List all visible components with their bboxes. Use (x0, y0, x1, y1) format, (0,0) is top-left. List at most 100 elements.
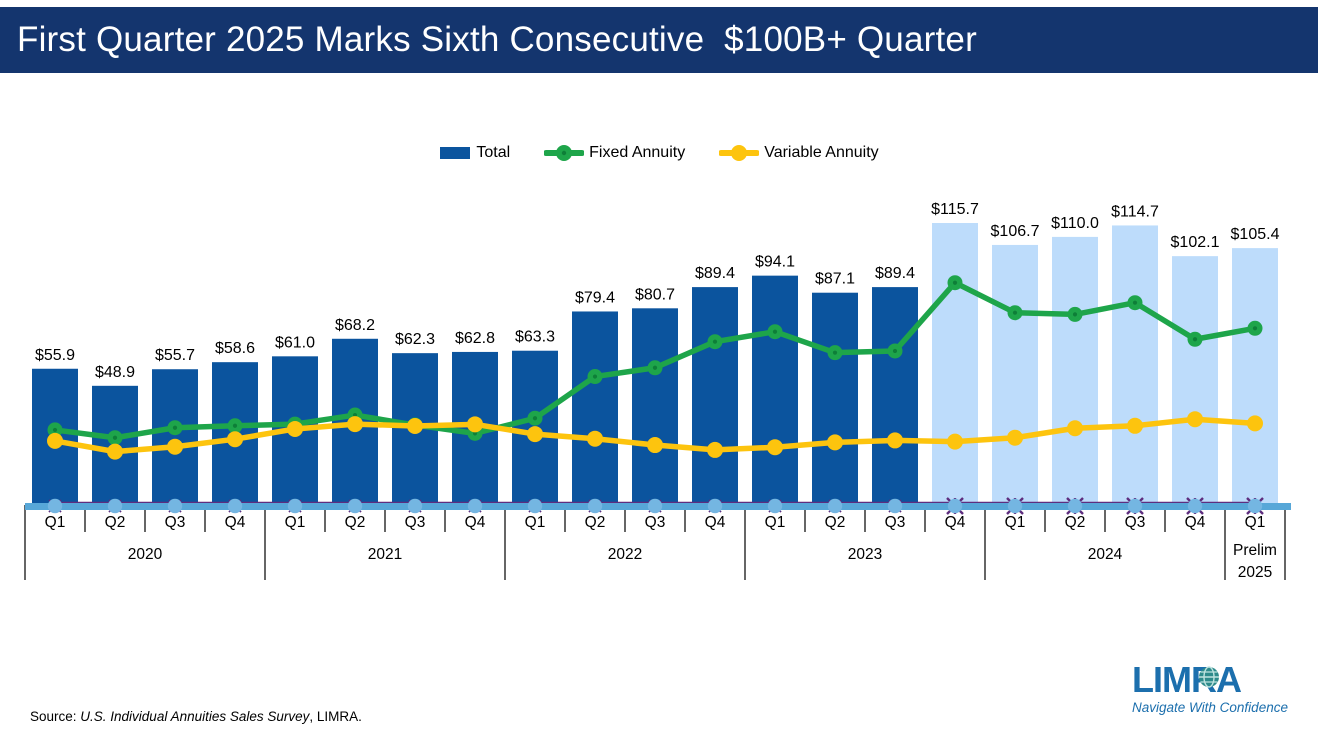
near-zero-marker (1127, 498, 1143, 514)
x-axis-quarter-label: Q4 (465, 514, 486, 531)
legend-label-variable-annuity: Variable Annuity (764, 144, 879, 161)
x-axis-quarter-label: Q4 (945, 514, 966, 531)
fixed-annuity-marker-center (1072, 312, 1078, 317)
variable-annuity-marker (647, 437, 663, 454)
x-axis-quarter-label: Q4 (1185, 514, 1206, 531)
total-bar (152, 369, 198, 505)
x-axis-quarter-label: Q4 (705, 514, 726, 531)
near-zero-marker (1187, 498, 1203, 514)
variable-annuity-marker (887, 432, 903, 449)
x-axis-quarter-label: Q2 (345, 514, 366, 531)
limra-tagline: Navigate With Confidence (1132, 700, 1288, 715)
fixed-annuity-marker-center (532, 416, 538, 421)
bar-value-label: $48.9 (95, 364, 135, 381)
bar-value-label: $80.7 (635, 286, 675, 303)
x-axis-quarter-label: Q3 (1125, 514, 1146, 531)
total-bar (572, 311, 618, 505)
total-bar (1112, 225, 1158, 505)
fixed-annuity-marker-center (952, 280, 958, 285)
near-zero-marker (107, 498, 123, 514)
total-bar (932, 223, 978, 505)
variable-annuity-marker (1247, 415, 1263, 432)
legend-item-variable-annuity: Variable Annuity (719, 143, 879, 163)
bar-value-label: $55.9 (35, 347, 75, 364)
near-zero-marker (1007, 498, 1023, 514)
bar-value-label: $68.2 (335, 317, 375, 334)
x-axis-quarter-label: Q1 (1245, 514, 1266, 531)
bar-value-label: $61.0 (275, 334, 315, 351)
fixed-annuity-marker-center (112, 435, 118, 440)
fixed-annuity-marker-center (712, 339, 718, 344)
x-axis-year-label: 2023 (848, 546, 882, 563)
source-suffix: , LIMRA. (309, 709, 362, 724)
near-zero-marker (827, 498, 843, 514)
fixed-annuity-marker-center (652, 365, 658, 370)
fixed-annuity-marker-center (172, 425, 178, 430)
bar-value-label: $94.1 (755, 254, 795, 271)
legend-item-fixed-annuity: Fixed Annuity (544, 143, 685, 163)
fixed-annuity-marker-center (892, 348, 898, 354)
fixed-annuity-marker-center (52, 427, 58, 433)
x-axis-quarter-label: Q1 (765, 514, 786, 531)
globe-icon (1199, 666, 1219, 688)
variable-annuity-marker (167, 438, 183, 455)
source-note: Source: U.S. Individual Annuities Sales … (30, 709, 362, 724)
x-axis-year-label: 2021 (368, 546, 402, 563)
page-title: First Quarter 2025 Marks Sixth Consecuti… (17, 20, 977, 59)
annuity-sales-chart: $55.9 $48.9 $55.7 $58.6 $61.0 $68.2 $62.3 $62.8… (24, 201, 1291, 581)
x-axis-year-label: 2020 (128, 546, 163, 563)
x-axis-quarter-label: Q4 (225, 514, 246, 531)
x-axis-quarter-label: Q3 (405, 514, 426, 531)
bar-value-label: $110.0 (1051, 215, 1099, 232)
total-bar (752, 275, 798, 505)
legend-fixed-line-icon (544, 145, 585, 161)
x-axis-quarter-label: Q1 (1005, 514, 1026, 531)
total-bar (1232, 248, 1278, 505)
total-bar (872, 287, 918, 505)
near-zero-marker (1247, 498, 1263, 514)
limra-logo: LIMRA Navigate With Confidence (1132, 659, 1302, 716)
x-axis-quarter-label: Q3 (885, 514, 906, 531)
fixed-annuity-marker-center (832, 350, 838, 355)
near-zero-marker (347, 498, 363, 514)
legend-variable-line-icon (719, 145, 760, 161)
near-zero-marker (1067, 498, 1083, 514)
variable-annuity-marker (1007, 429, 1023, 446)
bar-value-label: $87.1 (815, 271, 855, 288)
source-survey-name: U.S. Individual Annuities Sales Survey (80, 709, 310, 724)
bar-value-label: $58.6 (215, 340, 255, 357)
bar-value-label: $89.4 (695, 265, 735, 282)
near-zero-marker (587, 498, 603, 514)
fixed-annuity-marker-center (352, 412, 358, 418)
legend-label-fixed-annuity: Fixed Annuity (589, 144, 686, 161)
x-axis-year-label: Prelim (1233, 542, 1277, 559)
bar-value-label: $105.4 (1231, 226, 1280, 243)
limra-wordmark-text: LIMRA (1132, 659, 1242, 700)
near-zero-marker (47, 498, 63, 514)
near-zero-marker (647, 498, 663, 514)
legend-item-total: Total (439, 144, 510, 162)
bar-value-label: $102.1 (1171, 234, 1220, 251)
total-bar (1172, 256, 1218, 505)
x-axis-quarter-label: Q3 (165, 514, 186, 531)
variable-annuity-marker (587, 430, 603, 447)
title-bar: First Quarter 2025 Marks Sixth Consecuti… (0, 7, 1318, 73)
chart-legend: Total Fixed Annuity Variable Annuity (0, 143, 1318, 163)
bar-value-label: $89.4 (875, 265, 915, 282)
x-axis-quarter-label: Q2 (585, 514, 606, 531)
near-zero-marker (887, 498, 903, 514)
fixed-annuity-marker-center (592, 374, 598, 379)
fixed-annuity-marker-center (1012, 310, 1018, 315)
variable-annuity-marker (1067, 420, 1083, 437)
total-bar (632, 308, 678, 505)
bar-value-label: $106.7 (991, 223, 1040, 240)
near-zero-marker (167, 498, 183, 514)
variable-annuity-marker (767, 439, 783, 456)
x-axis-quarter-label: Q2 (825, 514, 846, 531)
bar-value-label: $63.3 (515, 329, 555, 346)
variable-annuity-marker (527, 426, 543, 443)
bar-value-label: $55.7 (155, 347, 195, 364)
variable-annuity-marker (347, 416, 363, 433)
bar-value-label: $62.8 (455, 330, 495, 347)
